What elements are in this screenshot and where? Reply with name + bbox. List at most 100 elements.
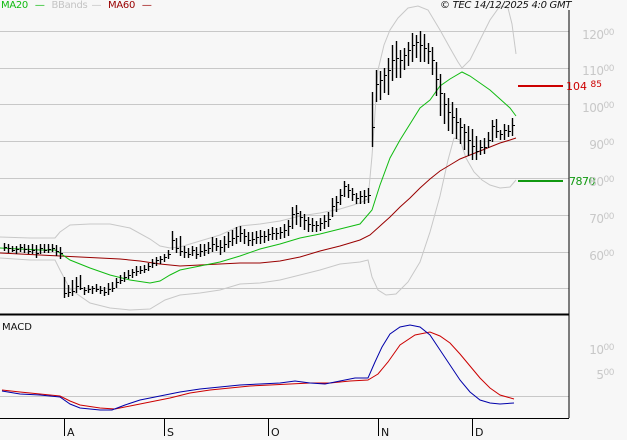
- bollinger-bands: [0, 5, 517, 311]
- ohlc-bar: [139, 266, 143, 274]
- ohlc-bar: [367, 188, 371, 203]
- ohlc-bar: [471, 129, 475, 160]
- ohlc-bar: [71, 280, 75, 296]
- ohlc-bar: [15, 246, 19, 254]
- ohlc-bar: [407, 42, 411, 66]
- copyright-timestamp: © TEC 14/12/2025 4:0 GMT: [440, 0, 572, 11]
- ohlc-bar: [503, 124, 507, 140]
- resistance-value-label: 104 85: [566, 80, 602, 93]
- ohlc-bar: [219, 240, 223, 255]
- ohlc-bar: [143, 265, 147, 273]
- ohlc-bar: [395, 41, 399, 78]
- ma60-polyline: [0, 137, 517, 267]
- ohlc-bar: [115, 278, 119, 288]
- ohlc-bar: [47, 244, 51, 253]
- ohlc-bar: [83, 287, 87, 295]
- ohlc-bar: [339, 189, 343, 205]
- ohlc-bar: [179, 236, 183, 256]
- ohlc-bar: [467, 126, 471, 156]
- ohlc-bar: [95, 284, 99, 292]
- ohlc-bar: [183, 246, 187, 258]
- x-axis-label: A: [67, 426, 75, 439]
- ohlc-bar: [275, 228, 279, 240]
- ohlc-bar: [507, 125, 511, 137]
- x-axis-ticks: [64, 418, 473, 436]
- ohlc-bar: [499, 130, 503, 140]
- y-axis-label: 1000: [589, 343, 614, 357]
- ohlc-bar: [263, 231, 267, 243]
- ohlc-bar: [411, 33, 415, 62]
- bb-upper-line: [0, 5, 517, 249]
- ohlc-bar: [135, 266, 139, 276]
- ohlc-bar: [335, 196, 339, 212]
- ohlc-bar: [191, 246, 195, 256]
- x-axis-label: O: [271, 426, 280, 439]
- ohlc-bar: [359, 191, 363, 204]
- signal-polyline: [1, 331, 515, 410]
- ohlc-bar: [247, 232, 251, 246]
- ohlc-bar: [27, 245, 31, 254]
- ohlc-bar: [267, 229, 271, 241]
- y-axis-label: 12000: [582, 28, 614, 42]
- ohlc-bar: [87, 285, 91, 293]
- ohlc-bar: [91, 286, 95, 294]
- ohlc-bar: [259, 230, 263, 244]
- ohlc-bar: [199, 244, 203, 257]
- ohlc-bar: [67, 285, 71, 297]
- ohlc-bar: [355, 193, 359, 204]
- ohlc-bar: [451, 102, 455, 134]
- ohlc-bar: [223, 236, 227, 252]
- ohlc-bar: [295, 205, 299, 225]
- ohlc-bar: [323, 215, 327, 229]
- ohlc-bar: [311, 218, 315, 232]
- ohlc-bar: [159, 256, 163, 264]
- ohlc-bar: [171, 231, 175, 250]
- x-axis-label: D: [475, 426, 484, 439]
- ohlc-bar: [39, 244, 43, 254]
- macd-polyline: [1, 324, 515, 411]
- ohlc-bar: [271, 227, 275, 240]
- ohlc-bar: [307, 217, 311, 232]
- ma20-line: [0, 71, 517, 284]
- ohlc-bar: [227, 232, 231, 248]
- y-axis-label: 10000: [582, 101, 614, 115]
- ohlc-bar: [483, 138, 487, 154]
- ohlc-bar: [235, 227, 239, 244]
- ohlc-bar: [511, 118, 515, 136]
- ohlc-bar: [79, 275, 83, 290]
- support-value-label: 7870: [569, 175, 596, 188]
- ohlc-bar: [107, 283, 111, 295]
- ohlc-bar: [431, 47, 435, 75]
- ohlc-bar: [327, 212, 331, 227]
- ohlc-bar: [463, 124, 467, 150]
- y-axis-label: 9000: [589, 138, 614, 152]
- ohlc-bar: [175, 238, 179, 253]
- y-axis-label: 8000: [589, 175, 614, 189]
- ohlc-bar: [167, 250, 171, 259]
- ohlc-bar: [475, 136, 479, 160]
- ohlc-bar: [319, 218, 323, 231]
- ohlc-bar: [443, 93, 447, 124]
- ohlc-bar: [419, 31, 423, 62]
- ohlc-bar: [163, 254, 167, 262]
- ohlc-bar: [111, 282, 115, 292]
- ohlc-bar: [371, 92, 375, 147]
- ohlc-bar: [439, 74, 443, 116]
- ohlc-bar: [243, 229, 247, 244]
- ohlc-bar: [479, 140, 483, 155]
- ohlc-bar: [455, 108, 459, 139]
- ohlc-bar: [155, 257, 159, 266]
- y-axis-label: 11000: [582, 64, 614, 78]
- ohlc-bar: [19, 244, 23, 252]
- ohlc-bar: [51, 244, 55, 252]
- ohlc-bar: [7, 244, 11, 253]
- ohlc-bar: [255, 231, 259, 244]
- ohlc-bar: [391, 45, 395, 81]
- ohlc-bar: [291, 207, 295, 229]
- ohlc-bar: [387, 58, 391, 95]
- ohlc-bar: [203, 244, 207, 256]
- ohlc-bar: [211, 237, 215, 252]
- y-axis-label: 7000: [589, 212, 614, 226]
- ohlc-bar: [35, 245, 39, 258]
